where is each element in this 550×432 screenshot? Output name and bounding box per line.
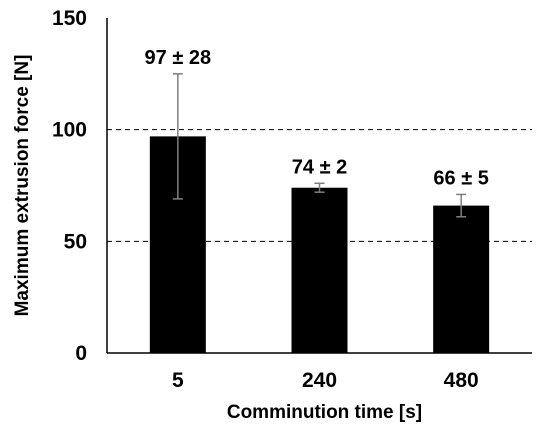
- y-axis-title: Maximum extrusion force [N]: [12, 55, 33, 317]
- bars: [149, 136, 490, 353]
- error-bars: [172, 73, 467, 218]
- data-label-240: 74 ± 2: [292, 156, 347, 178]
- y-tick-label-150: 150: [52, 7, 87, 30]
- x-tick-label-240: 240: [302, 369, 337, 392]
- data-label-480: 66 ± 5: [433, 167, 488, 189]
- y-tick-label-0: 0: [75, 342, 87, 365]
- bar-240: [291, 187, 348, 353]
- bar-480: [433, 205, 490, 353]
- x-tick-label-5: 5: [172, 369, 184, 392]
- y-tick-labels: 0 50 100 150: [52, 7, 87, 365]
- x-axis-title: Comminution time [s]: [227, 402, 422, 423]
- y-tick-label-50: 50: [64, 230, 87, 253]
- x-tick-labels: 5 240 480: [172, 369, 479, 392]
- y-tick-label-100: 100: [52, 119, 87, 142]
- data-label-5: 97 ± 28: [145, 47, 212, 69]
- data-labels: 97 ± 28 74 ± 2 66 ± 5: [145, 47, 489, 190]
- x-tick-label-480: 480: [444, 369, 479, 392]
